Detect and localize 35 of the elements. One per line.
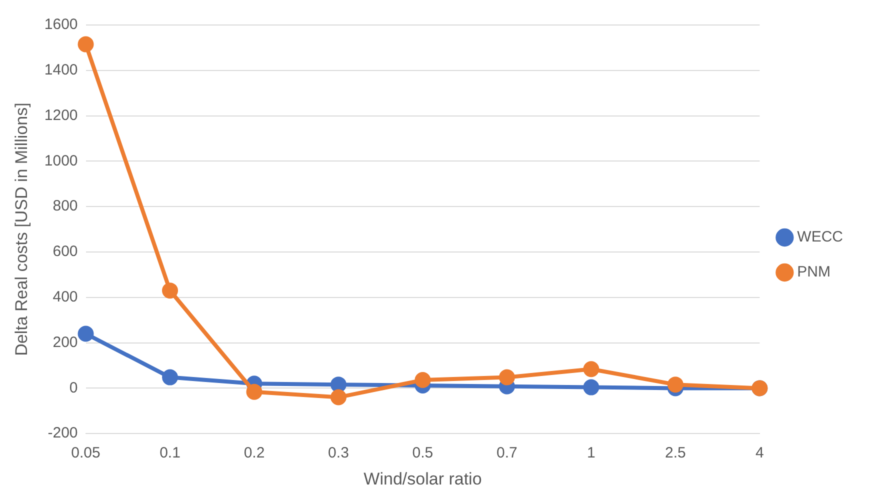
x-tick-label: 0.7: [496, 444, 518, 462]
y-tick-label: 200: [52, 334, 78, 351]
y-tick-label: 1200: [44, 106, 78, 124]
x-tick-label: 0.3: [328, 444, 349, 462]
x-tick-label: 4: [756, 444, 764, 462]
x-tick-label: 0.5: [412, 444, 434, 462]
x-tick-label: 0.2: [244, 444, 265, 462]
point: [162, 369, 178, 386]
y-tick-label: 600: [52, 243, 78, 260]
legend-label: PNM: [797, 264, 831, 281]
point: [583, 379, 600, 396]
point: [330, 389, 346, 406]
x-tick-label: 0.1: [160, 444, 180, 462]
x-tick-label: 2.5: [665, 444, 686, 462]
legend-label: WECC: [797, 228, 844, 246]
x-axis-title: Wind/solar ratio: [364, 469, 482, 488]
point: [583, 361, 600, 378]
point: [162, 282, 178, 299]
y-tick-label: 400: [52, 288, 78, 306]
y-tick-label: 800: [52, 198, 78, 215]
y-tick-label: 0: [69, 379, 78, 396]
y-tick-label: 1600: [44, 16, 78, 34]
y-axis-title: Delta Real costs [USD in Millions]: [12, 102, 31, 356]
y-tick-label: 1000: [44, 152, 78, 170]
point: [498, 369, 515, 386]
y-tick-label: -200: [48, 424, 78, 442]
point: [330, 376, 346, 393]
x-tick-label: 0.05: [71, 444, 100, 462]
point: [78, 326, 94, 342]
x-tick-label: 1: [587, 444, 596, 462]
point: [414, 372, 431, 388]
point: [78, 36, 94, 52]
point: [246, 384, 262, 400]
point: [667, 376, 684, 393]
y-tick-label: 1400: [44, 62, 78, 79]
